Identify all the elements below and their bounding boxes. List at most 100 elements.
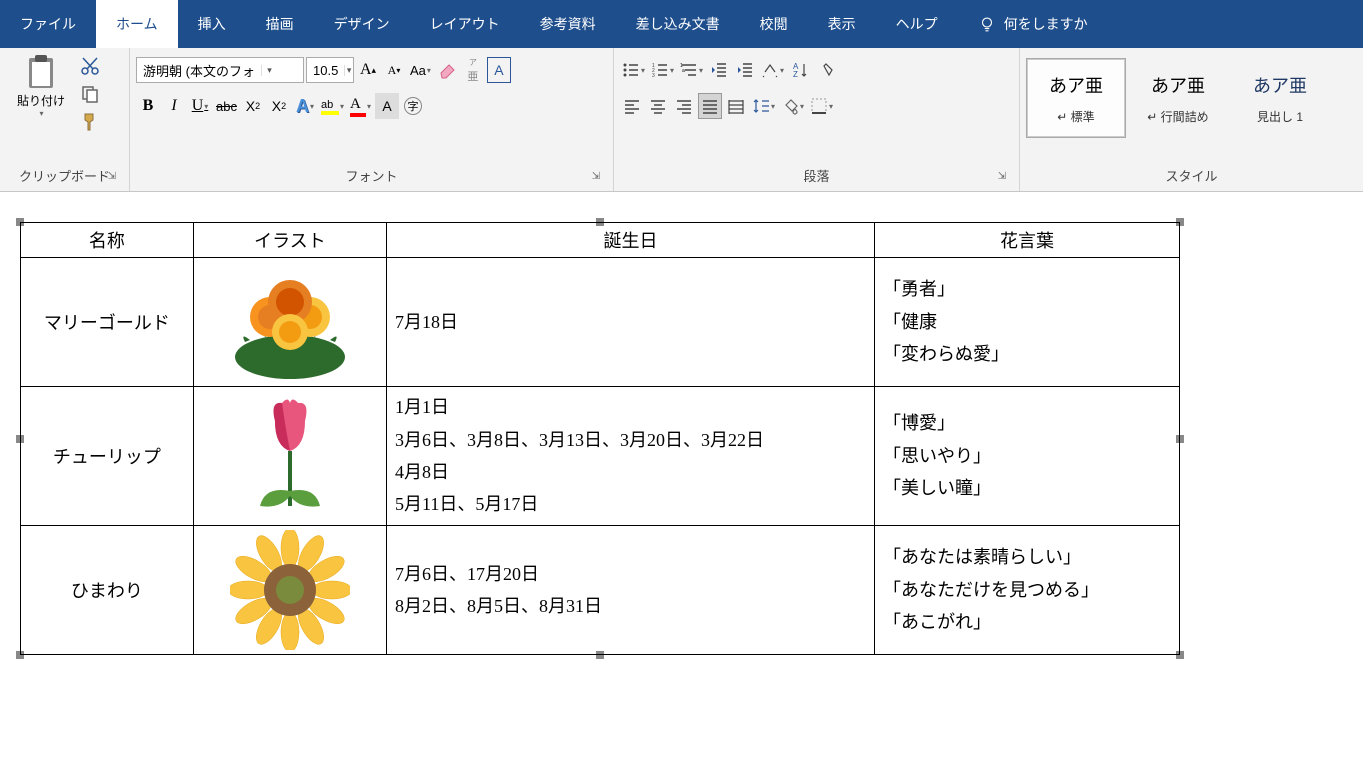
font-size-value: 10.5 — [307, 63, 344, 78]
bullets-button[interactable]: ▾ — [620, 57, 647, 83]
subscript-button[interactable]: X2 — [241, 93, 265, 119]
highlight-button[interactable]: ab▾ — [319, 93, 346, 119]
dialog-launcher-icon[interactable]: ⇲ — [105, 171, 119, 185]
header-illust[interactable]: イラスト — [193, 223, 386, 258]
tab-references[interactable]: 参考資料 — [520, 0, 616, 48]
cell-name[interactable]: ひまわり — [21, 526, 194, 655]
style-name: 見出し 1 — [1257, 108, 1303, 125]
underline-button[interactable]: U▾ — [188, 93, 212, 119]
group-styles: あア亜 ↵ 標準 あア亜 ↵ 行間詰め あア亜 見出し 1 スタイル — [1020, 48, 1363, 191]
numbering-button[interactable]: 123▾ — [649, 57, 676, 83]
tab-draw[interactable]: 描画 — [246, 0, 314, 48]
asian-layout-icon — [761, 61, 779, 79]
cell-birth[interactable]: 7月6日、17月20日8月2日、8月5日、8月31日 — [386, 526, 874, 655]
cell-illust[interactable] — [193, 387, 386, 526]
table-row: マリーゴールド 7月18日 「勇者」「健康「変わらぬ愛」 — [21, 258, 1180, 387]
svg-text:3: 3 — [652, 73, 655, 79]
grow-font-button[interactable]: A▴ — [356, 57, 380, 83]
align-right-icon — [675, 97, 693, 115]
tab-insert[interactable]: 挿入 — [178, 0, 246, 48]
style-heading1[interactable]: あア亜 見出し 1 — [1230, 58, 1330, 138]
group-clipboard-label: クリップボード — [19, 169, 110, 184]
sort-icon: AZ — [791, 61, 809, 79]
show-marks-button[interactable] — [814, 57, 838, 83]
svg-text:a: a — [682, 68, 685, 74]
marigold-icon — [225, 262, 355, 382]
dialog-launcher-icon[interactable]: ⇲ — [589, 171, 603, 185]
sort-button[interactable]: AZ — [788, 57, 812, 83]
strikethrough-button[interactable]: abc — [214, 93, 239, 119]
header-birth[interactable]: 誕生日 — [386, 223, 874, 258]
format-painter-button[interactable] — [80, 112, 100, 132]
character-border-button[interactable]: A — [487, 57, 511, 83]
chevron-down-icon: ▾ — [39, 109, 43, 118]
flower-table[interactable]: 名称 イラスト 誕生日 花言葉 マリーゴールド 7月18 — [20, 222, 1180, 655]
clear-formatting-button[interactable] — [435, 57, 459, 83]
align-left-button[interactable] — [620, 93, 644, 119]
header-name[interactable]: 名称 — [21, 223, 194, 258]
increase-indent-button[interactable] — [733, 57, 757, 83]
document-canvas[interactable]: 名称 イラスト 誕生日 花言葉 マリーゴールド 7月18 — [0, 192, 1363, 688]
cell-meaning[interactable]: 「博愛」「思いやり」「美しい瞳」 — [874, 387, 1179, 526]
shrink-font-button[interactable]: A▾ — [382, 57, 406, 83]
clipboard-icon — [23, 54, 59, 92]
justify-icon — [701, 97, 719, 115]
decrease-indent-button[interactable] — [707, 57, 731, 83]
table-row: ひまわり — [21, 526, 1180, 655]
font-color-button[interactable]: A▾ — [348, 93, 373, 119]
line-spacing-button[interactable]: ▾ — [750, 93, 777, 119]
style-normal[interactable]: あア亜 ↵ 標準 — [1026, 58, 1126, 138]
superscript-button[interactable]: X2 — [267, 93, 291, 119]
change-case-button[interactable]: Aa▾ — [408, 57, 433, 83]
cell-illust[interactable] — [193, 258, 386, 387]
chevron-down-icon[interactable]: ▾ — [344, 65, 353, 76]
tab-help[interactable]: ヘルプ — [876, 0, 958, 48]
asian-layout-button[interactable]: ▾ — [759, 57, 786, 83]
enclose-characters-button[interactable]: 字 — [401, 93, 425, 119]
multilevel-list-button[interactable]: 1a▾ — [678, 57, 705, 83]
align-right-button[interactable] — [672, 93, 696, 119]
align-center-button[interactable] — [646, 93, 670, 119]
indent-icon — [736, 61, 754, 79]
align-center-icon — [649, 97, 667, 115]
cut-button[interactable] — [80, 56, 100, 76]
tab-file[interactable]: ファイル — [0, 0, 96, 48]
tab-layout[interactable]: レイアウト — [410, 0, 520, 48]
cell-birth[interactable]: 7月18日 — [386, 258, 874, 387]
borders-icon — [810, 97, 828, 115]
tab-mailings[interactable]: 差し込み文書 — [616, 0, 740, 48]
cell-meaning[interactable]: 「勇者」「健康「変わらぬ愛」 — [874, 258, 1179, 387]
cell-meaning[interactable]: 「あなたは素晴らしい」「あなただけを見つめる」「あこがれ」 — [874, 526, 1179, 655]
shading-button[interactable]: ▾ — [779, 93, 806, 119]
cell-illust[interactable] — [193, 526, 386, 655]
cell-birth[interactable]: 1月1日3月6日、3月8日、3月13日、3月20日、3月22日4月8日5月11日… — [386, 387, 874, 526]
chevron-down-icon[interactable]: ▾ — [261, 65, 277, 76]
numbering-icon: 123 — [651, 61, 669, 79]
borders-button[interactable]: ▾ — [808, 93, 835, 119]
multilevel-icon: 1a — [680, 61, 698, 79]
font-size-dropdown[interactable]: 10.5▾ — [306, 57, 354, 83]
tab-home[interactable]: ホーム — [96, 0, 178, 48]
pilcrow-icon — [817, 61, 835, 79]
text-effects-button[interactable]: A▾ — [293, 93, 317, 119]
tell-me-label: 何をしますか — [1004, 14, 1088, 34]
cell-name[interactable]: チューリップ — [21, 387, 194, 526]
font-name-dropdown[interactable]: 游明朝 (本文のフォ▾ — [136, 57, 304, 83]
italic-button[interactable]: I — [162, 93, 186, 119]
character-shading-button[interactable]: A — [375, 93, 399, 119]
group-styles-label: スタイル — [1165, 169, 1217, 184]
paste-button[interactable]: 貼り付け▾ — [15, 52, 67, 120]
bold-button[interactable]: B — [136, 93, 160, 119]
phonetic-guide-button[interactable]: ア亜 — [461, 57, 485, 83]
copy-button[interactable] — [80, 84, 100, 104]
header-meaning[interactable]: 花言葉 — [874, 223, 1179, 258]
tab-view[interactable]: 表示 — [808, 0, 876, 48]
tell-me-search[interactable]: 何をしますか — [978, 14, 1088, 34]
distributed-button[interactable] — [724, 93, 748, 119]
tab-design[interactable]: デザイン — [314, 0, 410, 48]
dialog-launcher-icon[interactable]: ⇲ — [995, 171, 1009, 185]
cell-name[interactable]: マリーゴールド — [21, 258, 194, 387]
justify-button[interactable] — [698, 93, 722, 119]
style-no-spacing[interactable]: あア亜 ↵ 行間詰め — [1128, 58, 1228, 138]
tab-review[interactable]: 校閲 — [740, 0, 808, 48]
